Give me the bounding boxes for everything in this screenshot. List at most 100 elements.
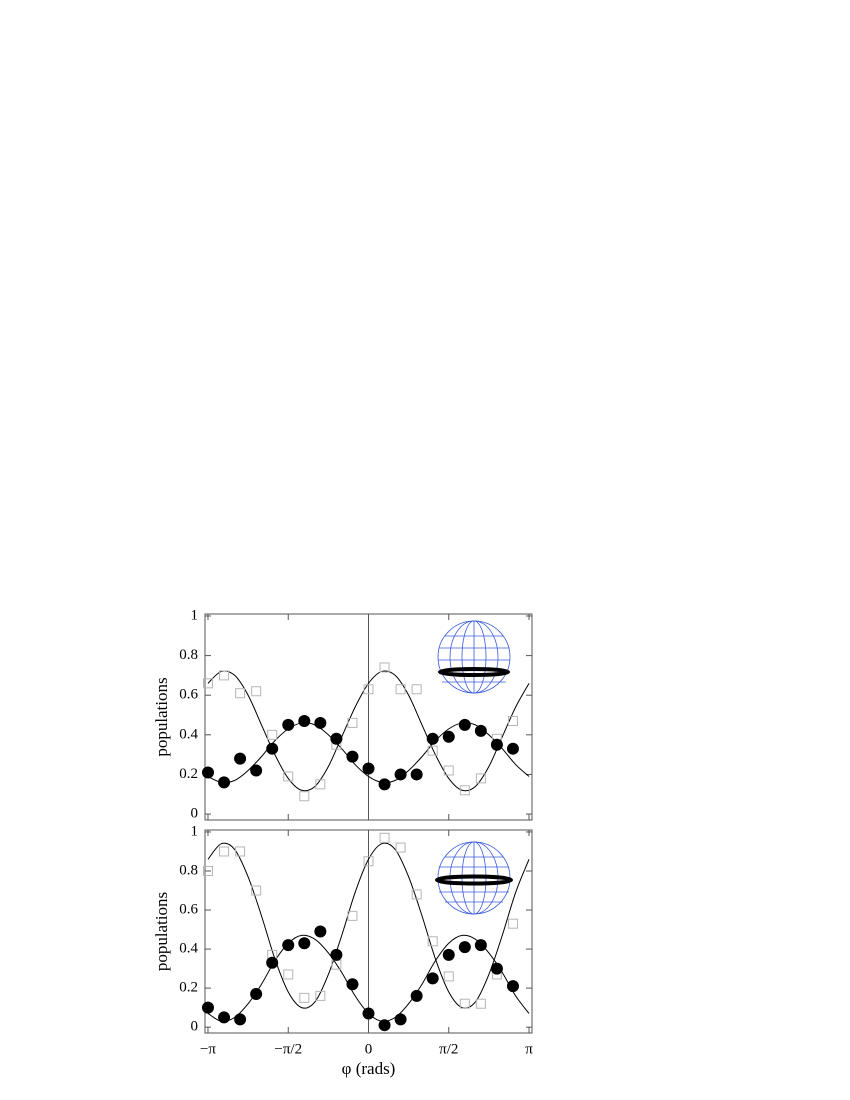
circle-point [234,1013,247,1026]
circle-point [250,764,263,777]
x-tick-label: −π [200,1041,216,1057]
circle-point [474,939,487,952]
circle-point [378,778,391,791]
circle-point [298,937,311,950]
panel: 0 0.2 0.4 0.6 0.8 1 populations [152,607,533,821]
circle-point [490,962,503,975]
square-point [251,686,262,697]
circle-point [282,718,295,731]
bloch-sphere [437,620,511,694]
square-point [219,846,230,857]
square-point [251,885,262,896]
square-point [507,918,518,929]
y-tick-label: 0 [191,805,199,821]
x-tick-label: π [525,1041,533,1057]
circle-point [378,1019,391,1032]
fit-line [207,722,530,784]
y-tick-label: 1 [191,823,199,839]
square-point [202,865,213,876]
circle-point [506,980,519,993]
square-point [283,771,294,782]
bloch-sphere [435,841,513,915]
x-tick-label: −π/2 [274,1041,302,1057]
circle-point [314,925,327,938]
circle-point [234,752,247,765]
square-point [235,688,246,699]
y-axis-label: populations [152,892,171,971]
circle-point [266,956,279,969]
y-tick-label: 0.2 [179,766,198,782]
y-tick-label: 0.4 [179,726,198,742]
circle-point [298,714,311,727]
square-point [299,992,310,1003]
circle-point [458,941,471,954]
circle-point [346,978,359,991]
circle-point [218,776,231,789]
square-point [507,715,518,726]
x-tick-label: π/2 [439,1041,458,1057]
circle-point [346,750,359,763]
square-point [459,998,470,1009]
circle-point [218,1011,231,1024]
x-tick-label: 0 [365,1041,373,1057]
circle-point [442,730,455,743]
fit-line [207,842,530,1009]
circle-point [426,972,439,985]
square-point [379,832,390,843]
circle-point [506,742,519,755]
square-point [202,678,213,689]
y-tick-label: 0.8 [179,862,198,878]
circle-point [330,948,343,961]
circle-point [362,762,375,775]
circle-point [282,939,295,952]
y-tick-label: 0.6 [179,901,198,917]
square-point [315,990,326,1001]
square-point [443,765,454,776]
y-tick-label: 0 [191,1019,199,1035]
y-tick-label: 0.6 [179,687,198,703]
square-point [411,684,422,695]
square-point [315,779,326,790]
square-point [219,670,230,681]
square-point [459,785,470,796]
circle-point [250,987,263,1000]
x-axis-label: φ (rads) [342,1059,396,1078]
circle-point [201,1001,214,1014]
square-point [411,889,422,900]
circle-point [266,742,279,755]
circle-point [362,1007,375,1020]
circle-point [442,948,455,961]
y-axis-label: populations [152,677,171,756]
square-point [395,684,406,695]
circle-point [394,1013,407,1026]
y-tick-label: 0.4 [179,941,198,957]
circle-point [394,768,407,781]
square-point [235,846,246,857]
circle-point [330,732,343,745]
square-point [443,971,454,982]
square-point [283,969,294,980]
y-tick-label: 0.2 [179,980,198,996]
square-point [363,856,374,867]
fit-line [207,670,530,792]
square-point [379,662,390,673]
square-point [427,936,438,947]
square-point [347,717,358,728]
y-tick-label: 1 [191,607,199,623]
circle-point [410,989,423,1002]
panel: 0 0.2 0.4 0.6 0.8 1 −π −π/2 0 π/2 π populations φ (r… [152,823,533,1078]
circle-point [458,718,471,731]
square-point [427,745,438,756]
square-point [475,773,486,784]
square-point [363,684,374,695]
square-point [475,998,486,1009]
square-point [299,791,310,802]
circle-point [314,716,327,729]
y-tick-label: 0.8 [179,647,198,663]
square-point [395,842,406,853]
circle-point [426,732,439,745]
circle-point [474,724,487,737]
square-point [267,729,278,740]
